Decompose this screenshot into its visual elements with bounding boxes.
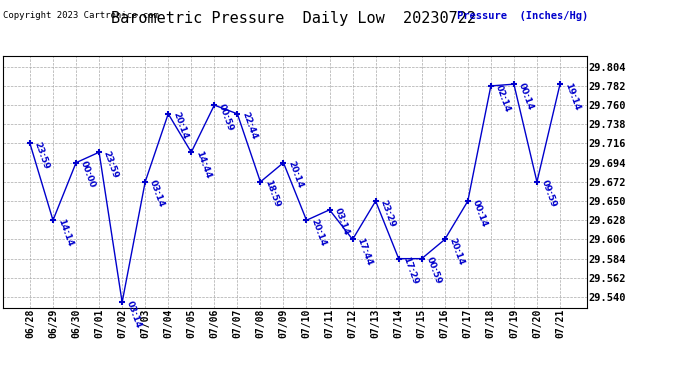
Text: 22:44: 22:44: [240, 111, 259, 141]
Text: 02:14: 02:14: [493, 83, 512, 113]
Text: 20:14: 20:14: [448, 237, 466, 267]
Text: 17:44: 17:44: [355, 237, 374, 267]
Text: 00:59: 00:59: [217, 102, 235, 132]
Text: 00:00: 00:00: [79, 160, 97, 189]
Text: 18:59: 18:59: [263, 179, 282, 209]
Text: 23:59: 23:59: [102, 149, 120, 180]
Text: 00:14: 00:14: [471, 198, 489, 228]
Text: 14:44: 14:44: [194, 149, 213, 180]
Text: 14:14: 14:14: [56, 217, 74, 248]
Text: 03:14: 03:14: [333, 207, 351, 237]
Text: 03:14: 03:14: [125, 300, 143, 330]
Text: 09:59: 09:59: [540, 179, 558, 209]
Text: 00:59: 00:59: [424, 256, 443, 286]
Text: 17:29: 17:29: [402, 256, 420, 286]
Text: 23:29: 23:29: [378, 198, 397, 228]
Text: 20:14: 20:14: [171, 111, 189, 141]
Text: 23:59: 23:59: [32, 141, 51, 171]
Text: Barometric Pressure  Daily Low  20230722: Barometric Pressure Daily Low 20230722: [111, 11, 475, 26]
Text: Copyright 2023 Cartronics.com: Copyright 2023 Cartronics.com: [3, 11, 159, 20]
Text: 03:14: 03:14: [148, 179, 166, 209]
Text: 00:14: 00:14: [517, 81, 535, 111]
Text: 20:14: 20:14: [309, 217, 328, 248]
Text: 19:14: 19:14: [563, 81, 581, 112]
Text: Pressure  (Inches/Hg): Pressure (Inches/Hg): [457, 11, 588, 21]
Text: 20:14: 20:14: [286, 160, 304, 190]
